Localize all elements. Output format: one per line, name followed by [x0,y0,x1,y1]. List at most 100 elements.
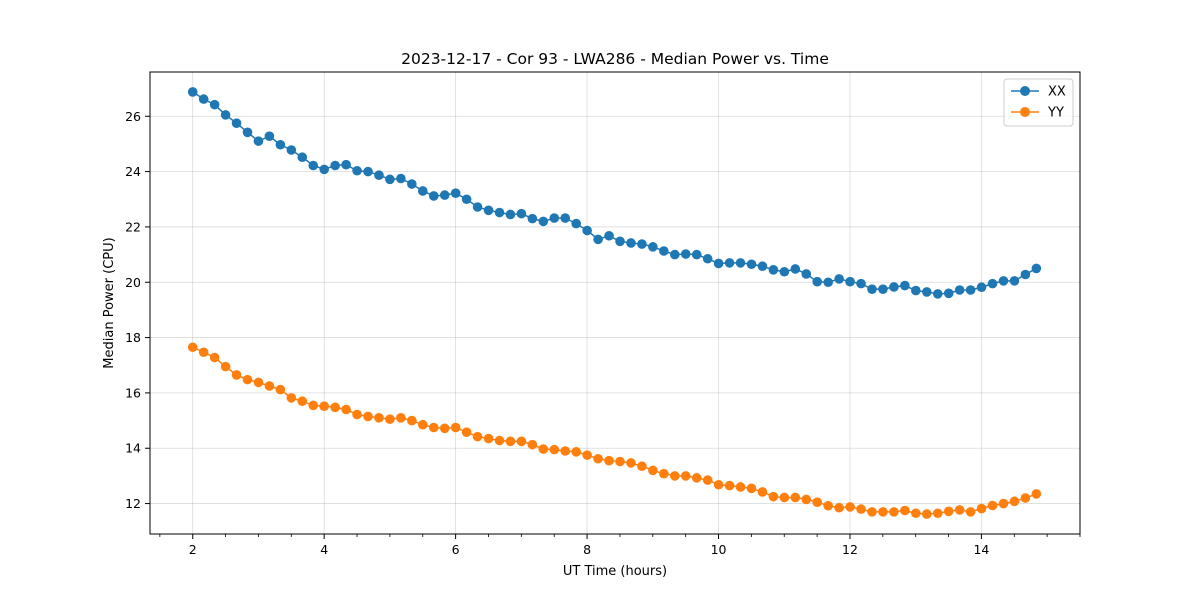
data-point-xx [911,285,921,296]
chart-title: 2023-12-17 - Cor 93 - LWA286 - Median Po… [401,50,829,68]
data-point-yy [308,400,319,411]
data-point-yy [954,505,965,515]
data-point-yy [428,422,439,433]
data-point-xx [615,236,625,247]
data-point-yy [702,475,713,485]
data-point-xx [965,285,976,295]
data-point-xx [954,285,965,295]
data-point-yy [516,436,527,447]
y-tick-label: 22 [125,219,141,234]
data-point-yy [900,505,910,516]
data-point-xx [987,278,998,289]
data-point-yy [1020,493,1031,503]
data-point-xx [461,194,472,205]
data-point-yy [494,435,505,446]
legend-label-yy: YY [1047,106,1064,121]
legend-marker-xx [1020,86,1030,96]
data-point-xx [396,173,406,184]
data-point-xx [374,170,384,180]
data-point-yy [911,508,921,519]
data-point-xx [878,284,888,294]
data-point-xx [483,205,494,216]
data-point-xx [297,152,308,163]
series-xx [187,87,1042,299]
data-point-yy [220,361,231,372]
y-tick-label: 20 [125,275,141,290]
data-point-yy [341,404,351,415]
data-point-xx [560,213,571,223]
legend-entry-yy: YY [1011,106,1064,121]
data-point-yy [932,508,943,519]
data-point-yy [538,444,549,454]
data-point-yy [670,471,680,481]
data-point-yy [275,384,286,395]
data-point-xx [790,264,801,274]
data-point-yy [418,419,428,430]
data-point-xx [209,99,220,110]
data-point-yy [1031,489,1042,499]
data-point-yy [604,455,614,466]
data-point-yy [735,482,746,492]
data-point-xx [407,179,417,189]
data-point-yy [867,507,877,517]
data-point-yy [582,450,592,460]
data-point-xx [670,249,680,260]
plot-area [150,72,1080,534]
data-point-xx [330,160,340,171]
data-point-yy [450,422,461,433]
data-point-xx [746,259,757,270]
data-point-yy [560,446,571,456]
data-point-yy [461,427,472,437]
data-point-xx [900,280,910,291]
data-point-xx [845,276,855,287]
data-point-xx [549,213,560,223]
y-tick-label: 26 [125,109,141,124]
data-point-yy [746,483,757,494]
data-point-yy [834,502,844,513]
data-point-xx [450,188,461,198]
legend: XX YY [1003,78,1074,127]
data-point-xx [932,289,943,299]
data-point-yy [889,507,899,517]
data-point-xx [253,136,264,146]
data-point-yy [856,504,866,514]
data-point-xx [242,127,253,138]
data-point-yy [231,370,242,380]
data-point-yy [779,492,790,503]
data-point-xx [527,213,538,224]
data-point-xx [943,288,954,299]
data-point-yy [615,456,625,467]
data-point-xx [428,191,439,201]
series-yy [187,342,1042,519]
legend-marker-yy [1020,107,1030,117]
data-point-xx [319,164,330,175]
data-point-yy [374,413,384,423]
data-point-yy [790,492,801,503]
data-point-yy [505,436,516,447]
data-point-yy [921,509,932,519]
data-point-xx [626,238,636,248]
data-point-xx [418,186,428,196]
data-point-yy [527,439,538,450]
data-point-yy [472,431,483,442]
plot-frame [149,71,1081,535]
legend-entry-xx: XX [1011,85,1066,100]
data-point-xx [231,118,242,128]
data-point-xx [889,282,899,292]
data-point-xx [264,131,275,141]
data-point-xx [275,139,286,150]
data-point-xx [538,216,549,227]
data-point-xx [691,249,702,260]
data-point-xx [921,287,932,297]
data-point-yy [965,507,976,517]
data-point-yy [242,374,253,385]
data-point-yy [680,471,691,481]
x-tick-label: 8 [583,542,591,557]
y-tick-label: 18 [125,330,141,345]
data-point-xx [648,242,658,252]
data-point-yy [998,498,1009,509]
data-point-yy [1009,496,1020,507]
x-axis-label: UT Time (hours) [563,564,667,579]
x-tick-label: 12 [842,542,858,557]
data-point-xx [823,277,833,288]
